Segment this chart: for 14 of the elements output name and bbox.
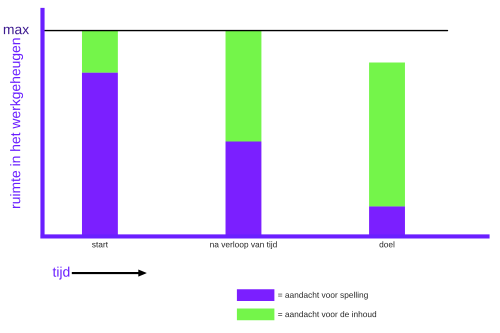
x-tick-label: doel [379, 241, 394, 248]
bar [226, 142, 262, 236]
y-axis-title: ruimte in het werkgeheugen [10, 38, 24, 208]
bar [226, 30, 262, 142]
x-tick-label: na verloop van tijd [210, 241, 277, 250]
bar [82, 72, 118, 236]
bar [82, 30, 118, 73]
bar [369, 62, 405, 206]
bar [369, 206, 405, 236]
legend-label: = aandacht voor spelling [278, 292, 368, 300]
legend-label: = aandacht voor de inhoud [278, 311, 376, 318]
x-axis-title: tijd [52, 266, 70, 280]
x-tick-label: start [92, 242, 108, 248]
ref-line-label: max [4, 26, 29, 34]
